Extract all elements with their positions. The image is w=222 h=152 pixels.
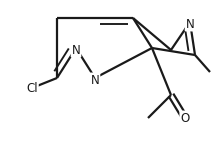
Text: N: N [72,43,80,57]
Text: N: N [186,17,194,31]
Text: Cl: Cl [26,81,38,95]
Text: O: O [180,112,190,124]
Text: N: N [91,74,99,86]
